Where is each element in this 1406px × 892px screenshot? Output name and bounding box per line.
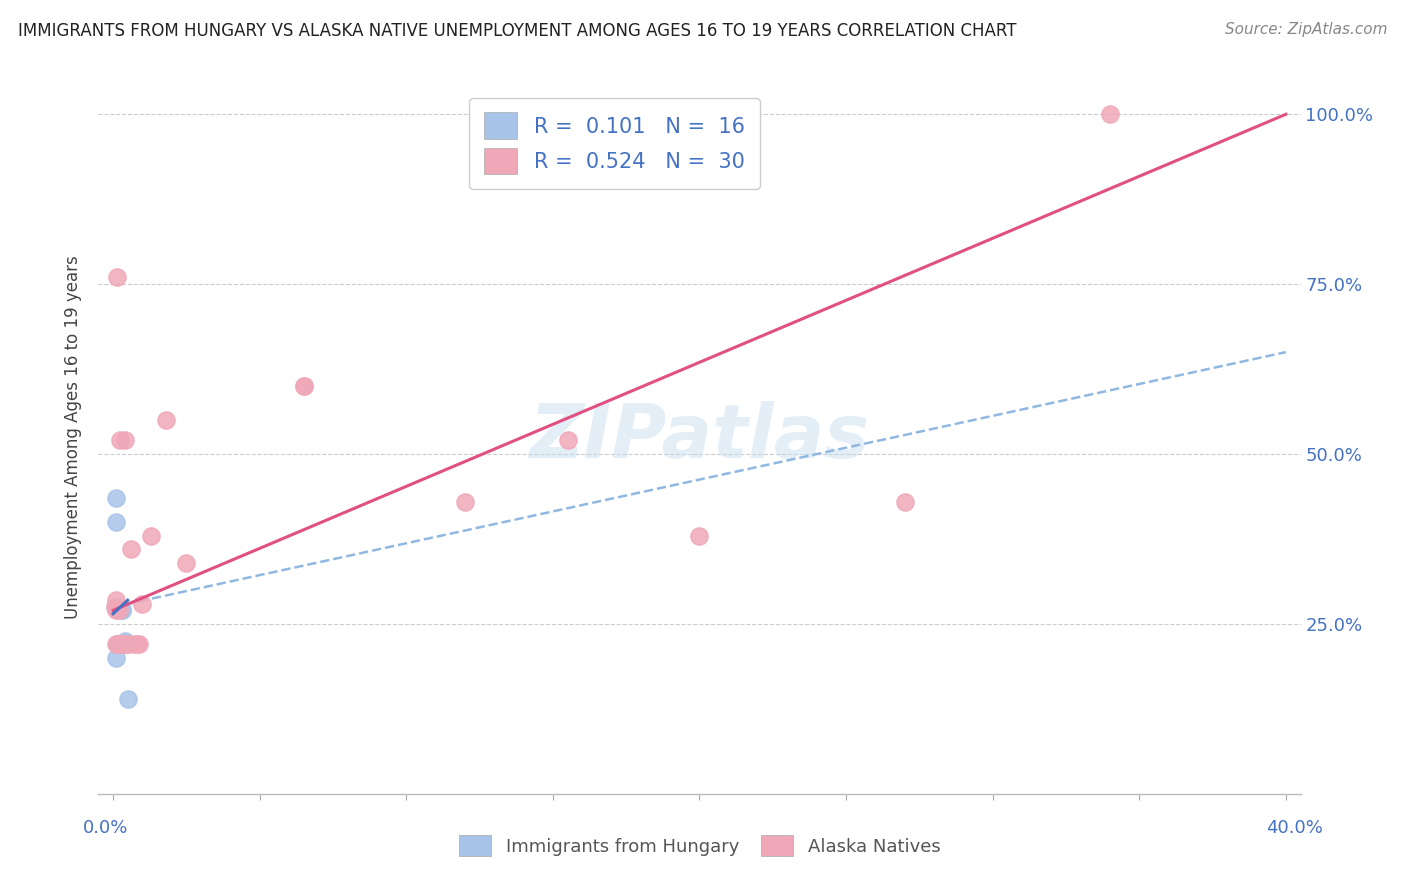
Point — [105, 593, 128, 607]
Point — [292, 379, 315, 393]
Point — [105, 515, 128, 529]
Point — [105, 491, 128, 506]
Point — [105, 603, 128, 617]
Point — [108, 603, 131, 617]
Point — [108, 637, 131, 651]
Point — [893, 494, 915, 508]
Legend: Immigrants from Hungary, Alaska Natives: Immigrants from Hungary, Alaska Natives — [451, 828, 948, 863]
Point — [115, 637, 138, 651]
Point — [110, 434, 132, 448]
Point — [110, 637, 132, 651]
Point — [141, 528, 163, 542]
Point — [114, 637, 136, 651]
Point — [103, 599, 125, 614]
Text: 40.0%: 40.0% — [1267, 819, 1323, 837]
Point — [107, 270, 129, 285]
Y-axis label: Unemployment Among Ages 16 to 19 years: Unemployment Among Ages 16 to 19 years — [65, 255, 83, 619]
Point — [128, 637, 150, 651]
Point — [105, 637, 128, 651]
Point — [111, 637, 134, 651]
Point — [689, 528, 711, 542]
Point — [105, 651, 128, 665]
Point — [111, 603, 134, 617]
Point — [111, 637, 134, 651]
Point — [111, 637, 134, 651]
Text: 0.0%: 0.0% — [83, 819, 128, 837]
Point — [176, 556, 198, 570]
Point — [108, 637, 131, 651]
Point — [117, 691, 139, 706]
Point — [111, 637, 134, 651]
Text: Source: ZipAtlas.com: Source: ZipAtlas.com — [1225, 22, 1388, 37]
Point — [114, 434, 136, 448]
Point — [111, 603, 134, 617]
Point — [111, 637, 134, 651]
Text: IMMIGRANTS FROM HUNGARY VS ALASKA NATIVE UNEMPLOYMENT AMONG AGES 16 TO 19 YEARS : IMMIGRANTS FROM HUNGARY VS ALASKA NATIVE… — [18, 22, 1017, 40]
Point — [108, 637, 131, 651]
Point — [1098, 107, 1121, 121]
Point — [292, 379, 315, 393]
Point — [125, 637, 148, 651]
Point — [454, 494, 477, 508]
Point — [107, 637, 129, 651]
Point — [103, 599, 125, 614]
Point — [557, 434, 579, 448]
Text: ZIPatlas: ZIPatlas — [530, 401, 869, 474]
Point — [131, 597, 153, 611]
Point — [108, 637, 131, 651]
Point — [114, 634, 136, 648]
Point — [120, 542, 142, 557]
Point — [122, 637, 145, 651]
Point — [105, 599, 128, 614]
Point — [117, 637, 139, 651]
Point — [155, 413, 177, 427]
